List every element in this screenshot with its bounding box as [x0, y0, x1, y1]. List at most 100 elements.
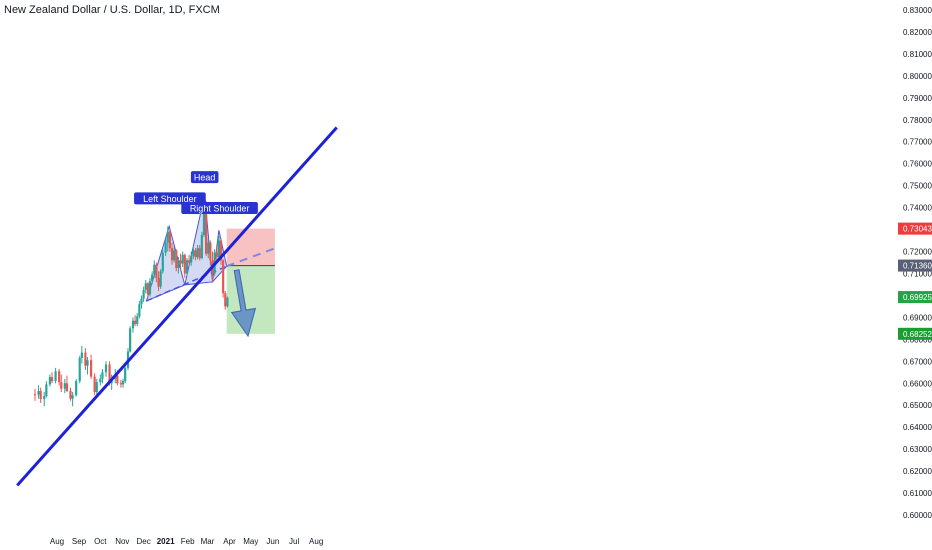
candle-body [60, 382, 63, 389]
candle-body [75, 381, 78, 396]
price-badge-label: 0.69925 [903, 293, 932, 302]
time-tick-label: May [243, 537, 258, 546]
candle [99, 374, 102, 386]
time-tick-label: Feb [181, 537, 195, 546]
time-tick-label: Sep [72, 537, 87, 546]
candle-body [104, 364, 108, 373]
candle [69, 387, 72, 401]
candle-body [185, 260, 189, 274]
time-tick-label: Mar [201, 537, 215, 546]
candle-body [202, 203, 206, 236]
candle-body [93, 376, 96, 393]
candle [161, 249, 164, 274]
candle-body [177, 260, 180, 268]
price-tick-label: 0.61000 [903, 489, 932, 498]
price-badge-label: 0.68252 [903, 330, 932, 339]
candle-body [134, 320, 137, 324]
candle-body [161, 252, 164, 272]
candle [37, 385, 40, 399]
candle [134, 315, 137, 327]
candle [153, 260, 156, 278]
candle [166, 226, 169, 252]
pattern-label: Left Shoulder [134, 192, 206, 205]
candle-body [215, 252, 218, 258]
candle [224, 291, 227, 310]
candle-body [39, 390, 42, 400]
pattern-label-bg [190, 171, 219, 184]
candle-body [80, 352, 83, 359]
candle [43, 392, 46, 407]
price-tick-label: 0.63000 [903, 445, 932, 454]
candle-body [144, 283, 147, 290]
price-tick-label: 0.60000 [903, 511, 932, 520]
candle [217, 236, 220, 261]
candle [45, 381, 48, 398]
candle [54, 367, 57, 384]
price-badge: 0.71360 [898, 259, 932, 272]
candle-body [224, 293, 227, 307]
time-tick-label: Jul [289, 537, 299, 546]
candle-body [198, 248, 201, 259]
candle-body [50, 377, 54, 382]
candle-body [153, 264, 156, 275]
price-tick-label: 0.80000 [903, 72, 932, 81]
candle [179, 253, 182, 270]
candle [164, 238, 167, 256]
candle-body [95, 382, 98, 393]
candle-body [33, 394, 37, 396]
candle-body [196, 248, 199, 258]
candle [84, 348, 87, 371]
candle [155, 262, 158, 283]
candle [65, 375, 69, 393]
price-tick-label: 0.68000 [903, 335, 932, 344]
pattern-label-text: Right Shoulder [190, 204, 250, 214]
price-tick-label: 0.71000 [903, 269, 932, 278]
candle-body [63, 383, 66, 389]
candle [198, 244, 201, 261]
price-tick-label: 0.72000 [903, 248, 932, 257]
time-tick-label: 2021 [157, 537, 175, 546]
price-tick-label: 0.78000 [903, 116, 932, 125]
candle [181, 251, 184, 267]
price-tick-label: 0.77000 [903, 138, 932, 147]
candle [209, 240, 212, 265]
trend-lines [16, 126, 338, 487]
candle-body [129, 328, 132, 352]
time-tick-label: Nov [115, 537, 129, 546]
pattern-label: Head [190, 171, 219, 184]
candle [39, 387, 42, 404]
candle [200, 231, 203, 260]
candle-body [108, 364, 111, 384]
candle-body [173, 250, 176, 261]
candle-body [136, 316, 139, 324]
pattern-label-text: Head [194, 173, 216, 183]
candle [140, 295, 143, 309]
candle [63, 378, 66, 394]
candle-body [89, 360, 93, 377]
stop-loss-zone [226, 228, 275, 266]
candle-body [170, 248, 174, 261]
time-tick-label: Dec [137, 537, 151, 546]
candle-body [200, 235, 203, 259]
time-tick-label: Aug [309, 537, 323, 546]
candle-body [37, 390, 40, 395]
candle-body [142, 289, 145, 299]
price-tick-label: 0.82000 [903, 28, 932, 37]
candle [33, 388, 37, 401]
candle [173, 247, 176, 263]
candle [190, 251, 193, 266]
candle [75, 378, 78, 397]
candle [121, 378, 125, 388]
candle [192, 247, 195, 260]
time-tick-label: Apr [223, 537, 236, 546]
price-axis: 0.83000 0.82000 0.81000 0.80000 0.79000 0.780… [895, 0, 932, 550]
neckline-extension [226, 247, 276, 268]
price-tick-label: 0.79000 [903, 94, 932, 103]
price-badge-bg [898, 259, 932, 272]
pattern-label-bg [134, 192, 206, 205]
candle [124, 365, 127, 384]
price-badge: 0.68252 [898, 327, 932, 340]
candle-body [222, 260, 225, 294]
candle-body [155, 264, 158, 278]
